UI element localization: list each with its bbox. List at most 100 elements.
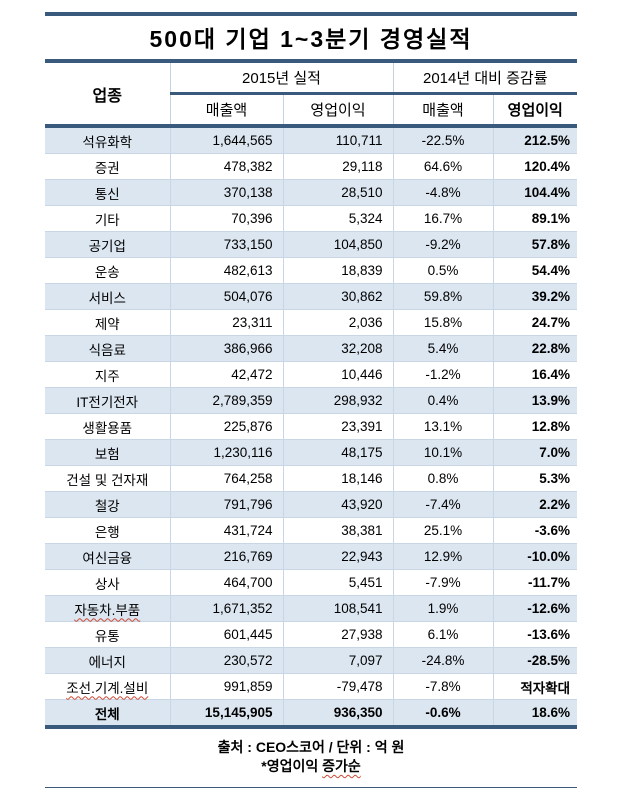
profit-change-cell: 16.4%	[492, 361, 578, 388]
footnote: 출처 : CEO스코어 / 단위 : 억 원 *영업이익 증가순	[45, 729, 577, 788]
profit-change-cell: 7.0%	[492, 439, 578, 466]
sales-change-cell: -1.2%	[392, 361, 493, 388]
industry-cell: 자동차.부품	[45, 595, 170, 622]
profit-2015-cell: 5,324	[282, 205, 393, 232]
sales-2015-cell: 225,876	[169, 413, 283, 440]
profit-2015-cell: 29,118	[282, 153, 393, 180]
profit-change-cell: 104.4%	[492, 179, 578, 206]
sales-2015-cell: 23,311	[169, 309, 283, 336]
profit-change-cell: -13.6%	[492, 621, 578, 648]
profit-2015-cell: 2,036	[282, 309, 393, 336]
profit-change-cell: 13.9%	[492, 387, 578, 414]
sales-change-cell: -9.2%	[392, 231, 493, 258]
industry-cell: 통신	[45, 179, 170, 206]
table-row: 식음료 386,966 32,208 5.4% 22.8%	[45, 335, 578, 362]
profit-2015-cell: 38,381	[282, 517, 393, 544]
sales-2015-cell: 733,150	[169, 231, 283, 258]
table-row: 서비스 504,076 30,862 59.8% 39.2%	[45, 283, 578, 310]
profit-change-cell: -12.6%	[492, 595, 578, 622]
sales-change-cell: 16.7%	[392, 205, 493, 232]
sales-change-cell: -22.5%	[392, 125, 493, 154]
sales-change-cell: 6.1%	[392, 621, 493, 648]
sales-2015-cell: 2,789,359	[169, 387, 283, 414]
sales-2015-cell: 764,258	[169, 465, 283, 492]
profit-change-cell: 212.5%	[492, 125, 578, 154]
profit-change-cell: 39.2%	[492, 283, 578, 310]
sales-change-cell: 25.1%	[392, 517, 493, 544]
table-row: 상사 464,700 5,451 -7.9% -11.7%	[45, 569, 578, 596]
sales-2015-cell: 370,138	[169, 179, 283, 206]
table-row: IT전기전자 2,789,359 298,932 0.4% 13.9%	[45, 387, 578, 414]
col-header-profit-change: 영업이익	[492, 93, 578, 128]
industry-cell: 에너지	[45, 647, 170, 674]
profit-change-cell: 54.4%	[492, 257, 578, 284]
industry-cell: 보험	[45, 439, 170, 466]
profit-2015-cell: 28,510	[282, 179, 393, 206]
table-row: 유통 601,445 27,938 6.1% -13.6%	[45, 621, 578, 648]
sales-change-cell: 15.8%	[392, 309, 493, 336]
sales-change-cell: 0.8%	[392, 465, 493, 492]
industry-cell: 기타	[45, 205, 170, 232]
sort-note-prefix: *영업이익	[261, 758, 323, 774]
profit-2015-cell: 23,391	[282, 413, 393, 440]
col-header-profit-2015: 영업이익	[282, 93, 393, 128]
profit-change-cell: 12.8%	[492, 413, 578, 440]
table-row: 은행 431,724 38,381 25.1% -3.6%	[45, 517, 578, 544]
profit-change-cell: 57.8%	[492, 231, 578, 258]
industry-cell: 제약	[45, 309, 170, 336]
total-row: 전체 15,145,905 936,350 -0.6% 18.6%	[45, 699, 578, 729]
profit-2015-cell: 5,451	[282, 569, 393, 596]
table-row: 보험 1,230,116 48,175 10.1% 7.0%	[45, 439, 578, 466]
sales-change-cell: -7.8%	[392, 673, 493, 700]
col-header-industry: 업종	[45, 63, 171, 128]
profit-change-cell: 22.8%	[492, 335, 578, 362]
profit-2015-cell: -79,478	[282, 673, 393, 700]
sales-change-cell: 5.4%	[392, 335, 493, 362]
table-row: 지주 42,472 10,446 -1.2% 16.4%	[45, 361, 578, 388]
sort-note: *영업이익 증가순	[45, 757, 577, 776]
table-row: 건설 및 건자재 764,258 18,146 0.8% 5.3%	[45, 465, 578, 492]
sales-2015-cell: 601,445	[169, 621, 283, 648]
profit-2015-cell: 32,208	[282, 335, 393, 362]
profit-2015-cell: 108,541	[282, 595, 393, 622]
sales-change-cell: -4.8%	[392, 179, 493, 206]
group-header-2015-results: 2015년 실적	[170, 63, 393, 95]
industry-cell: 건설 및 건자재	[45, 465, 170, 492]
profit-2015-cell: 30,862	[282, 283, 393, 310]
industry-cell: 공기업	[45, 231, 170, 258]
table-row: 증권 478,382 29,118 64.6% 120.4%	[45, 153, 578, 180]
total-sales-cell: 15,145,905	[169, 699, 283, 729]
profit-change-cell: -10.0%	[492, 543, 578, 570]
profit-change-cell: -3.6%	[492, 517, 578, 544]
profit-2015-cell: 110,711	[282, 125, 393, 154]
industry-cell: 식음료	[45, 335, 170, 362]
table-row: 공기업 733,150 104,850 -9.2% 57.8%	[45, 231, 578, 258]
table-row: 제약 23,311 2,036 15.8% 24.7%	[45, 309, 578, 336]
industry-cell: 생활용품	[45, 413, 170, 440]
sales-change-cell: 10.1%	[392, 439, 493, 466]
page-title: 500대 기업 1~3분기 경영실적	[45, 12, 577, 63]
sales-2015-cell: 42,472	[169, 361, 283, 388]
sales-2015-cell: 1,230,116	[169, 439, 283, 466]
sales-change-cell: -24.8%	[392, 647, 493, 674]
table-row: 자동차.부품 1,671,352 108,541 1.9% -12.6%	[45, 595, 578, 622]
profit-2015-cell: 298,932	[282, 387, 393, 414]
table-row: 생활용품 225,876 23,391 13.1% 12.8%	[45, 413, 578, 440]
sales-2015-cell: 482,613	[169, 257, 283, 284]
industry-cell: 철강	[45, 491, 170, 518]
col-header-sales-2015: 매출액	[169, 93, 283, 128]
total-sales-change-cell: -0.6%	[392, 699, 493, 729]
sales-change-cell: 59.8%	[392, 283, 493, 310]
source-line: 출처 : CEO스코어 / 단위 : 억 원	[217, 739, 405, 755]
industry-cell: 조선.기계.설비	[45, 673, 170, 700]
sales-2015-cell: 991,859	[169, 673, 283, 700]
profit-2015-cell: 22,943	[282, 543, 393, 570]
profit-change-cell: 2.2%	[492, 491, 578, 518]
performance-table: 업종 2015년 실적 2014년 대비 증감률 매출액 영업이익 매출액 영업…	[45, 63, 578, 729]
table-row: 철강 791,796 43,920 -7.4% 2.2%	[45, 491, 578, 518]
industry-cell: 지주	[45, 361, 170, 388]
profit-2015-cell: 43,920	[282, 491, 393, 518]
profit-2015-cell: 18,839	[282, 257, 393, 284]
table-row: 여신금융 216,769 22,943 12.9% -10.0%	[45, 543, 578, 570]
profit-change-cell: 24.7%	[492, 309, 578, 336]
